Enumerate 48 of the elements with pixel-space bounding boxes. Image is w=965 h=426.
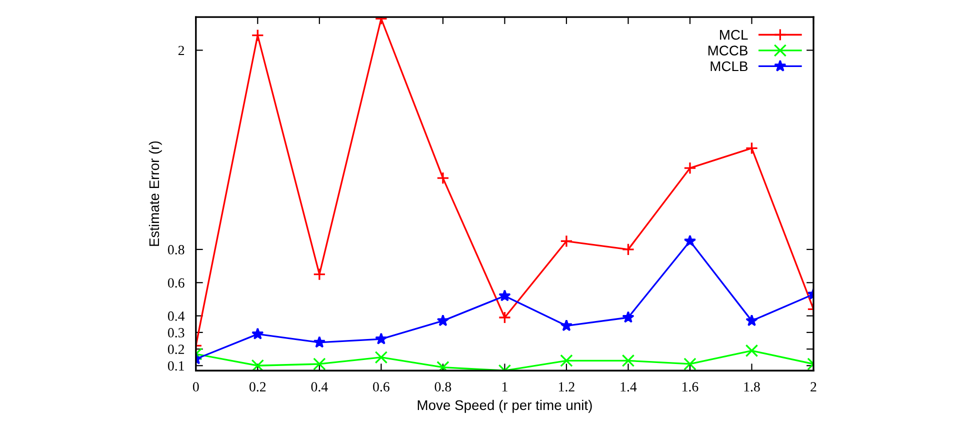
point xyxy=(622,311,634,323)
point xyxy=(436,314,450,326)
point xyxy=(251,359,264,371)
point xyxy=(622,243,635,256)
point xyxy=(313,336,326,348)
x-axis-title: Move Speed (r per time unit) xyxy=(418,400,592,413)
x-tick-label: 0 xyxy=(192,382,199,392)
y-tick-label: 0.4 xyxy=(168,311,185,321)
point xyxy=(560,354,573,368)
point xyxy=(684,234,696,246)
y-tick-label: 0.3 xyxy=(168,328,184,338)
y-tick-label: 0.1 xyxy=(168,361,184,371)
y-tick-label: 0.6 xyxy=(168,278,184,288)
legend-label: MCCB xyxy=(708,46,748,56)
x-tick-label: 0.8 xyxy=(434,382,452,392)
x-tick-label: 1 xyxy=(502,382,508,392)
y-tick-label: 0.2 xyxy=(168,344,184,354)
x-tick-label: 0.4 xyxy=(311,382,328,392)
x-tick-label: 1.6 xyxy=(682,382,698,392)
point xyxy=(498,290,511,302)
point xyxy=(622,354,635,368)
x-tick-label: 0.2 xyxy=(250,382,266,392)
y-tick-label: 2 xyxy=(178,46,184,56)
x-tick-label: 1.4 xyxy=(620,382,637,392)
point xyxy=(436,172,450,184)
point xyxy=(684,358,696,370)
point xyxy=(746,314,758,326)
point xyxy=(745,142,758,155)
point xyxy=(313,358,326,370)
point xyxy=(313,268,326,281)
point xyxy=(498,311,512,324)
point xyxy=(560,319,573,332)
point xyxy=(684,162,696,174)
point xyxy=(436,360,450,371)
point xyxy=(745,344,758,358)
point xyxy=(374,350,388,364)
point xyxy=(252,328,264,340)
point xyxy=(375,332,388,344)
point xyxy=(251,28,264,42)
legend-label: MCL xyxy=(720,30,748,40)
y-axis-title: Estimate Error (r) xyxy=(148,141,162,246)
legend-label: MCLB xyxy=(710,61,748,72)
x-tick-label: 2 xyxy=(810,382,816,392)
point xyxy=(560,234,573,248)
y-tick-label: 0.8 xyxy=(168,245,184,254)
x-tick-label: 0.6 xyxy=(373,382,390,392)
x-tick-label: 1.8 xyxy=(744,382,760,392)
x-tick-label: 1.2 xyxy=(558,382,574,392)
